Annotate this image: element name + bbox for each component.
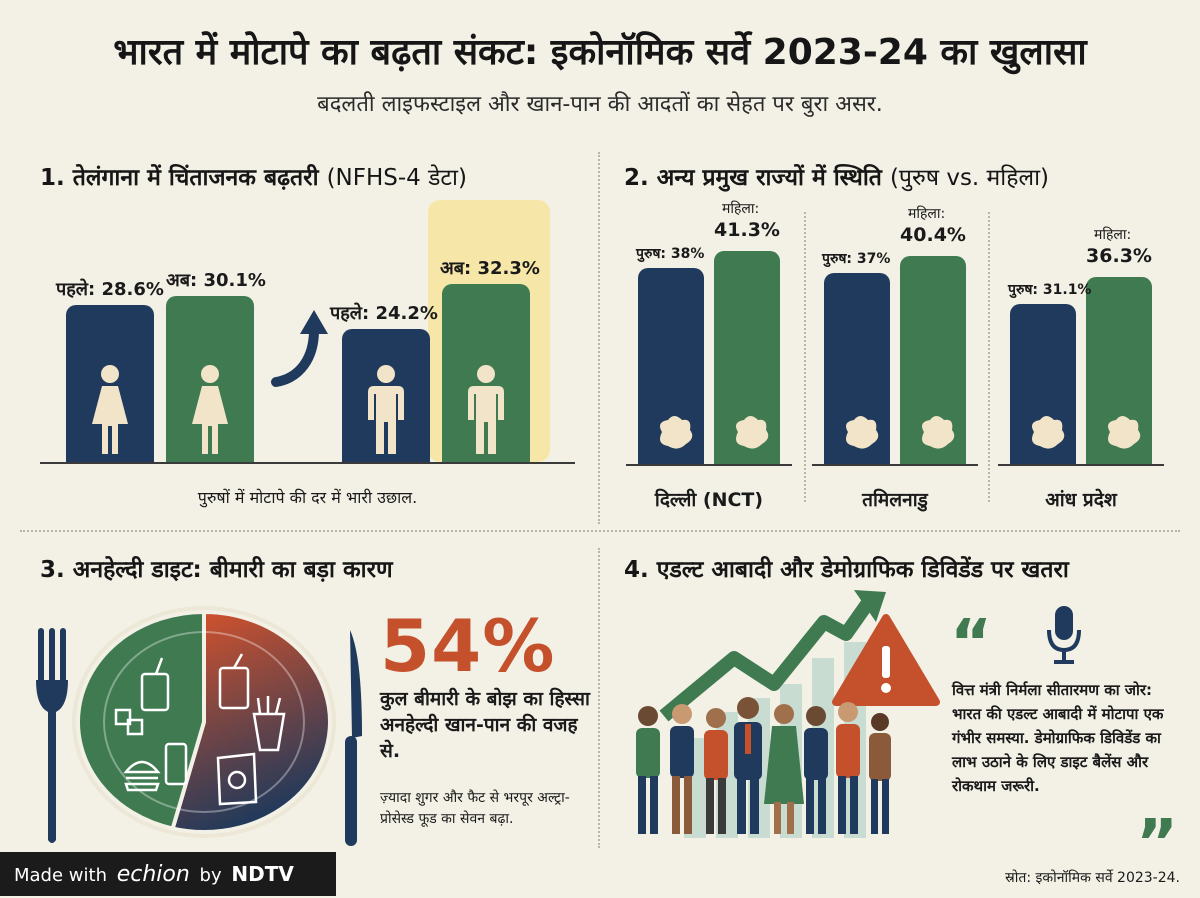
label-female-1: 40.4%: [900, 224, 966, 246]
state-map-icon: [1108, 416, 1141, 449]
open-quote-icon: “: [950, 607, 993, 681]
female-icon: [192, 365, 228, 454]
soda-can-icon: [164, 742, 188, 786]
sugar-cube-icon: [126, 718, 144, 736]
label-male-1: पुरुष: 37%: [822, 251, 891, 267]
bar-female-before: [66, 305, 154, 462]
footer-brand: echion: [116, 862, 190, 887]
close-quote-icon: ”: [1136, 807, 1179, 881]
label-female-2: 36.3%: [1086, 245, 1152, 267]
state-map-icon: [736, 416, 769, 449]
state-divider: [988, 212, 990, 502]
footer-partner: NDTV: [231, 862, 294, 886]
fries-icon: [252, 712, 286, 752]
section1-title: 1. तेलंगाना में चिंताजनक बढ़तरी (NFHS-4 …: [40, 160, 467, 192]
food-icons: [114, 653, 286, 806]
source-note: स्रोत: इकोनॉमिक सर्वे 2023-24.: [1005, 870, 1180, 886]
state-map-icon: [922, 416, 955, 449]
footer-badge: Made with echion by NDTV: [0, 852, 336, 896]
people-group: [636, 697, 891, 834]
state-divider: [804, 212, 806, 502]
section3-title: 3. अनहेल्दी डाइट: बीमारी का बड़ा कारण: [40, 557, 393, 583]
label-female-prefix-0: महिला:: [722, 201, 760, 217]
state-map-icon: [846, 416, 879, 449]
section4-title: 4. एडल्ट आबादी और डेमोग्राफिक डिविडेंड प…: [624, 557, 1069, 583]
label-male-after: अब: 32.3%: [440, 258, 540, 279]
label-female-before: पहले: 28.6%: [56, 279, 164, 300]
label-male-0: पुरुष: 38%: [636, 246, 705, 262]
divider-vertical-top: [598, 152, 600, 524]
section2-title-main: 2. अन्य प्रमुख राज्यों में स्थिति: [624, 165, 882, 191]
state-map-icon: [1032, 416, 1065, 449]
label-female-prefix-1: महिला:: [908, 206, 946, 222]
page-title: भारत में मोटापे का बढ़ता संकट: इकोनॉमिक …: [113, 32, 1087, 73]
divider-horizontal: [20, 530, 1180, 532]
microphone-icon: [1047, 606, 1081, 664]
label-male-2: पुरुष: 31.1%: [1008, 282, 1092, 298]
population-illustration: [636, 590, 940, 838]
male-icon: [368, 365, 404, 454]
stat-description: कुल बीमारी के बोझ का हिस्सा अनहेल्दी खान…: [380, 688, 590, 762]
minister-quote: वित्त मंत्री निर्मला सीतारमण का जोर: भार…: [952, 681, 1164, 795]
diet-plate-pie: [72, 606, 336, 838]
male-icon: [468, 365, 504, 454]
state-baseline-0: [626, 464, 792, 466]
soda-cup-icon: [140, 672, 170, 712]
state-name-2: आंध प्रदेश: [1045, 489, 1117, 511]
label-female-after: अब: 30.1%: [166, 270, 266, 291]
section1-caption: पुरुषों में मोटापे की दर में भारी उछाल.: [197, 488, 418, 507]
state-baseline-1: [812, 464, 978, 466]
section2-title-suffix: (पुरुष vs. महिला): [889, 165, 1049, 191]
upward-arrow-icon: [271, 310, 328, 387]
soda-cup-icon: [218, 666, 250, 710]
section2-title: 2. अन्य प्रमुख राज्यों में स्थिति (पुरुष…: [624, 160, 1049, 192]
divider-vertical-bottom: [598, 548, 600, 848]
footer-by: by: [199, 865, 222, 886]
knife-icon: [345, 630, 362, 846]
page-subtitle: बदलती लाइफस्टाइल और खान-पान की आदतों का …: [317, 92, 883, 117]
label-female-prefix-2: महिला:: [1094, 227, 1132, 243]
stat-note: ज़्यादा शुगर और फैट से भरपूर अल्ट्रा-प्र…: [380, 790, 570, 827]
burger-icon: [123, 760, 161, 774]
label-female-0: 41.3%: [714, 219, 780, 241]
sugar-cube-icon: [114, 708, 132, 726]
warning-icon: [832, 614, 940, 706]
growth-arrow-icon: [659, 595, 876, 722]
section1-baseline: [40, 462, 575, 464]
chips-packet-icon: [216, 752, 258, 806]
stat-54-percent: 54%: [380, 604, 556, 688]
state-baseline-2: [998, 464, 1164, 466]
fork-icon: [36, 628, 68, 843]
state-name-0: दिल्ली (NCT): [654, 489, 764, 511]
label-male-before: पहले: 24.2%: [330, 303, 438, 324]
footer-made-with: Made with: [14, 865, 107, 886]
state-map-icon: [660, 416, 693, 449]
section1-title-main: 1. तेलंगाना में चिंताजनक बढ़तरी: [40, 165, 319, 191]
state-name-1: तमिलनाडु: [862, 489, 928, 511]
section1-title-suffix: (NFHS-4 डेटा): [326, 165, 467, 191]
pie-slice-0: [170, 609, 332, 834]
female-icon: [92, 365, 128, 454]
